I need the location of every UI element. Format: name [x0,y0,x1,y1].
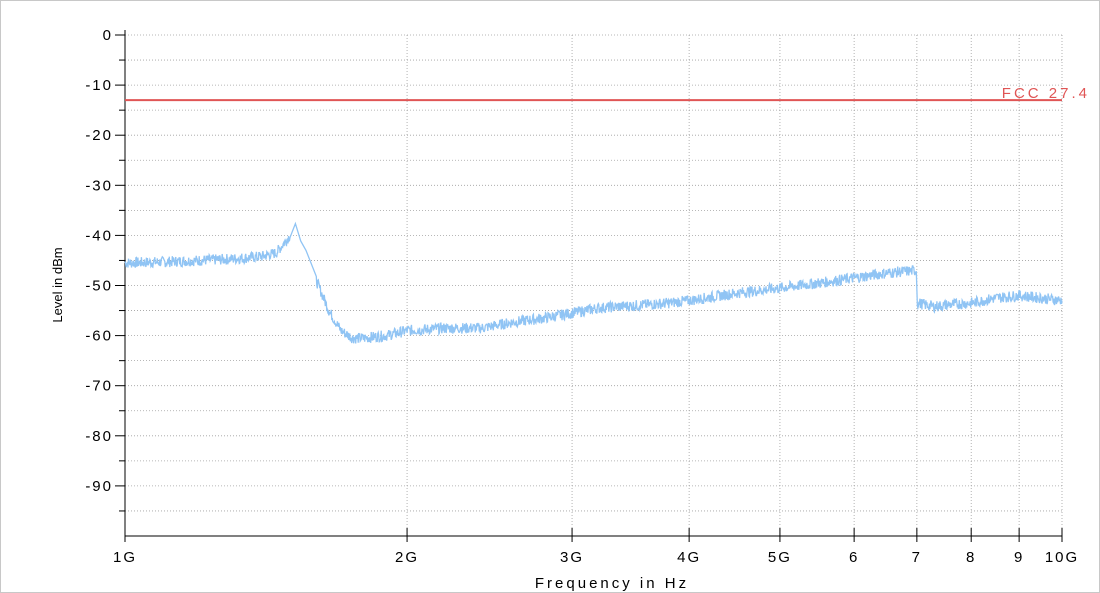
x-tick-label: 10G [1045,549,1079,566]
x-tick-label: 9 [1014,549,1024,566]
y-tick-label: -70 [85,378,113,395]
trace-layer [124,221,1063,344]
y-tick-label: -50 [85,278,113,295]
grid [124,34,1063,537]
x-axis-title: Frequency in Hz [535,575,689,592]
limit-layer: FCC 27.4 [125,85,1090,102]
limit-label: FCC 27.4 [1002,85,1090,102]
spectrum-trace [124,221,1063,344]
x-tick-label: 8 [966,549,976,566]
y-tick-label: -90 [85,478,113,495]
x-tick-label: 7 [912,549,922,566]
y-tick-label: 0 [103,27,113,44]
x-tick-label: 3G [560,549,584,566]
axes: 0 -10 -20 -30 -40 -50 -60 -70 -80 -90 1G 2G 3G 4G 5G 6 7… [85,27,1079,566]
y-tick-label: -80 [85,428,113,445]
y-axis-title: Level in dBm [50,247,65,322]
y-tick-label: -60 [85,328,113,345]
x-tick-label: 5G [768,549,792,566]
x-tick-label: 2G [395,549,419,566]
y-tick-label: -20 [85,127,113,144]
x-tick-label: 1G [113,549,137,566]
x-tick-label: 6 [849,549,859,566]
x-tick-label: 4G [677,549,701,566]
y-tick-label: -40 [85,227,113,244]
y-tick-label: -30 [85,177,113,194]
y-tick-label: -10 [85,77,113,94]
